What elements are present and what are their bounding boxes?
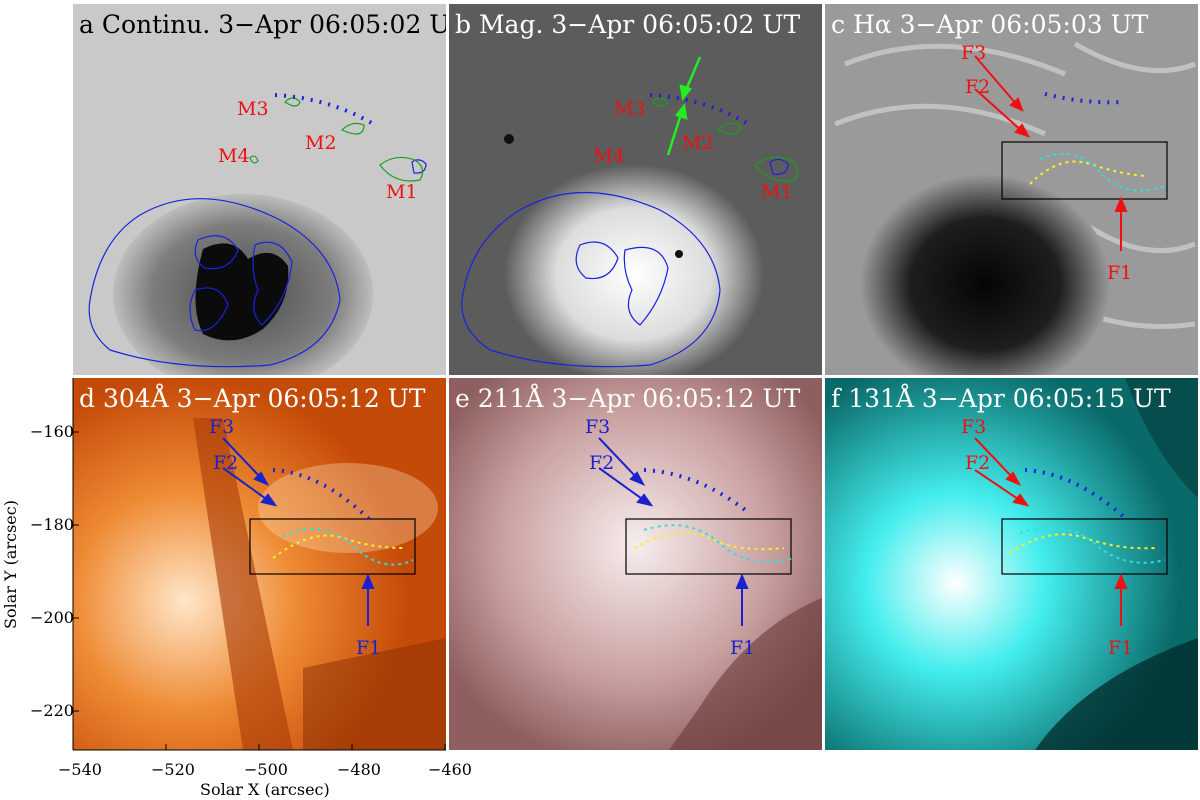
halpha-image [834,41,1196,375]
label-f2: F2 [965,452,991,474]
label-m2: M2 [682,132,714,154]
x-tick-label: −540 [58,760,102,779]
y-tick-label: −160 [30,422,74,441]
panel-title: a Continu. 3−Apr 06:05:02 UT [79,10,446,39]
panel-304: d 304Å 3−Apr 06:05:12 UT F3 F2 F1 [73,378,446,750]
label-m4: M4 [218,145,250,167]
x-tick-label: −500 [244,760,288,779]
label-f2: F2 [589,452,615,474]
aia304-image [73,378,446,750]
panel-211: e 211Å 3−Apr 06:05:12 UT F3 F2 F1 [449,378,822,750]
aia131-image [825,378,1198,750]
panel-131: f 131Å 3−Apr 06:05:15 UT F3 F2 F1 [825,378,1198,750]
label-f1: F1 [356,637,382,659]
panel-title: c Hα 3−Apr 06:05:03 UT [831,10,1149,39]
label-f2: F2 [213,452,239,474]
label-f3: F3 [961,416,987,438]
panel-title: e 211Å 3−Apr 06:05:12 UT [455,384,801,413]
y-tick-label: −200 [30,608,74,627]
label-f1: F1 [1107,262,1133,284]
y-tick-label: −180 [30,515,74,534]
y-tick-label: −220 [30,701,74,720]
label-m3: M3 [237,98,269,120]
label-m2: M2 [305,132,337,154]
label-f1: F1 [1108,637,1134,659]
label-m3: M3 [614,98,646,120]
label-m1: M1 [386,181,418,203]
x-tick-label: −480 [337,760,381,779]
x-axis-title: Solar X (arcsec) [200,780,330,799]
panel-halpha: c Hα 3−Apr 06:05:03 UT F3 F2 F1 [825,4,1198,375]
label-f2: F2 [965,76,991,98]
panel-title: d 304Å 3−Apr 06:05:12 UT [79,384,426,413]
label-m1: M1 [761,181,793,203]
label-f3: F3 [961,42,987,64]
panel-title: f 131Å 3−Apr 06:05:15 UT [831,384,1171,413]
x-tick-label: −460 [428,760,472,779]
label-f3: F3 [585,416,611,438]
label-f3: F3 [209,416,235,438]
x-tick-label: −520 [151,760,195,779]
label-m4: M4 [593,145,625,167]
panel-title: b Mag. 3−Apr 06:05:02 UT [455,10,801,39]
label-f1: F1 [730,637,756,659]
aia211-image [449,378,822,750]
y-axis-title: Solar Y (arcsec) [0,500,20,629]
